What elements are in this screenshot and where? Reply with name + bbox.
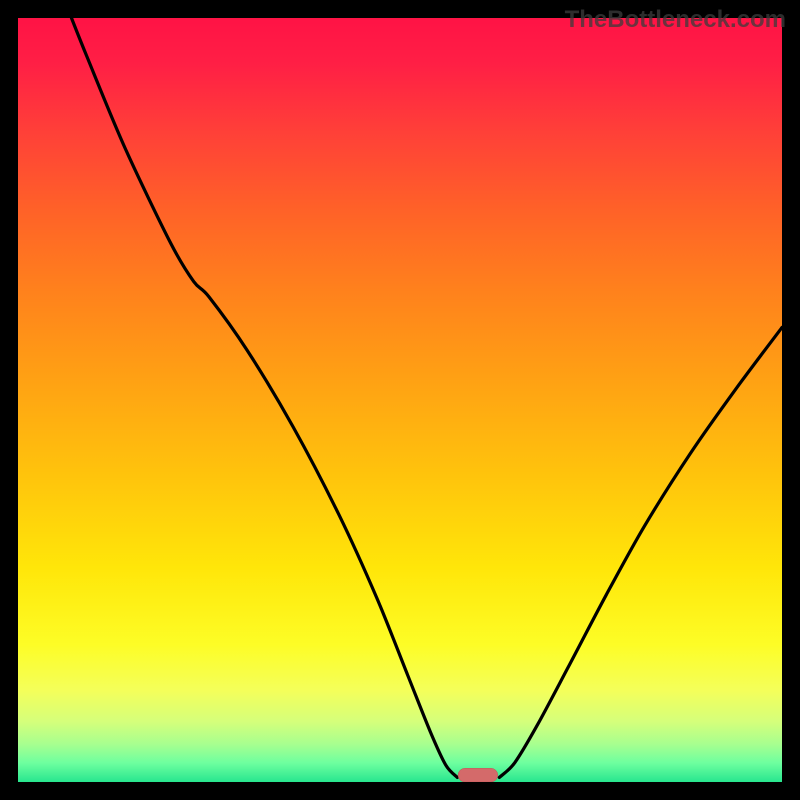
chart-container: TheBottleneck.com: [0, 0, 800, 800]
chart-frame: [0, 0, 800, 800]
